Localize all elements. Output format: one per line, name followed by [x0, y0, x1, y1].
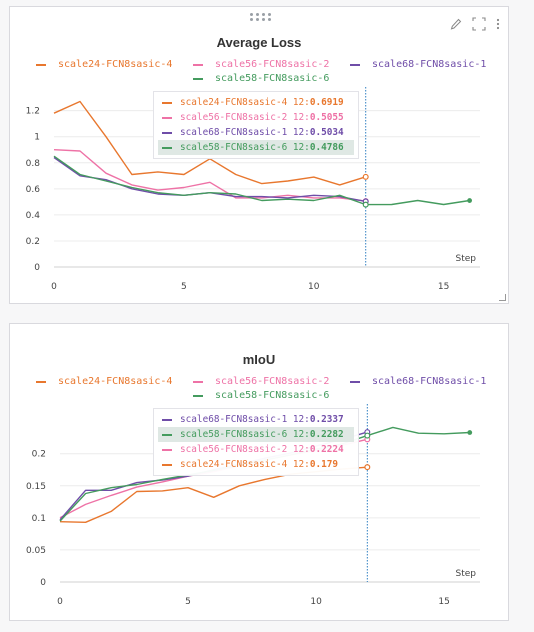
- tooltip-swatch: [162, 132, 172, 134]
- tooltip-swatch: [162, 419, 172, 421]
- tooltip-swatch: [162, 102, 172, 104]
- tooltip-row: scale58-FCN8sasic-6 12: 0.4786: [158, 140, 354, 155]
- tooltip-swatch: [162, 449, 172, 451]
- hover-point: [365, 465, 370, 470]
- y-tick-label: 0.4: [26, 211, 41, 221]
- tooltip-row: scale24-FCN8sasic-4 12: 0.6919: [158, 95, 354, 110]
- tooltip-value: 0.2224: [310, 444, 344, 455]
- end-point: [467, 430, 472, 435]
- tooltip-swatch: [162, 434, 172, 436]
- y-tick-label: 0.8: [26, 159, 41, 169]
- y-tick-label: 0: [34, 263, 40, 273]
- x-tick-label: 0: [51, 282, 57, 292]
- tooltip-series-name: scale56-FCN8sasic-2 12:: [180, 112, 310, 123]
- y-tick-label: 1: [34, 133, 40, 143]
- y-tick-label: 0: [40, 578, 46, 588]
- tooltip-series-name: scale68-FCN8sasic-1 12:: [180, 127, 310, 138]
- x-tick-label: 0: [57, 597, 63, 607]
- tooltip-value: 0.5034: [310, 127, 344, 138]
- chart-panel-miou: mIoU scale24-FCN8sasic-4 scale56-FCN8sas…: [9, 323, 509, 621]
- x-axis-title: Step: [456, 569, 477, 579]
- chart-panel-average-loss: Average Loss scale24-FCN8sasic-4 scale56…: [9, 6, 509, 304]
- y-tick-label: 0.2: [26, 237, 40, 247]
- x-tick-label: 10: [310, 597, 322, 607]
- tooltip-row: scale68-FCN8sasic-1 12: 0.5034: [158, 125, 354, 140]
- hover-point: [365, 433, 370, 438]
- tooltip-series-name: scale68-FCN8sasic-1 12:: [180, 414, 310, 425]
- tooltip-series-name: scale58-FCN8sasic-6 12:: [180, 429, 310, 440]
- tooltip-row: scale68-FCN8sasic-1 12: 0.2337: [158, 412, 354, 427]
- tooltip-swatch: [162, 147, 172, 149]
- tooltip-series-name: scale24-FCN8sasic-4 12:: [180, 459, 310, 470]
- x-tick-label: 15: [438, 597, 449, 607]
- tooltip-series-name: scale56-FCN8sasic-2 12:: [180, 444, 310, 455]
- tooltip-value: 0.4786: [310, 142, 344, 153]
- hover-point: [363, 174, 368, 179]
- x-tick-label: 5: [181, 282, 187, 292]
- tooltip-swatch: [162, 464, 172, 466]
- y-tick-label: 0.15: [26, 482, 46, 492]
- x-tick-label: 5: [185, 597, 191, 607]
- hover-point: [363, 202, 368, 207]
- end-point: [467, 198, 472, 203]
- tooltip-value: 0.179: [310, 459, 338, 470]
- resize-handle-icon[interactable]: [499, 294, 506, 301]
- y-tick-label: 0.05: [26, 546, 46, 556]
- tooltip-series-name: scale24-FCN8sasic-4 12:: [180, 97, 310, 108]
- tooltip-value: 0.5055: [310, 112, 344, 123]
- x-tick-label: 15: [438, 282, 449, 292]
- tooltip-value: 0.6919: [310, 97, 344, 108]
- tooltip-value: 0.2337: [310, 414, 344, 425]
- tooltip-row: scale58-FCN8sasic-6 12: 0.2282: [158, 427, 354, 442]
- tooltip-value: 0.2282: [310, 429, 344, 440]
- x-axis-title: Step: [456, 254, 477, 264]
- tooltip-row: scale24-FCN8sasic-4 12: 0.179: [158, 457, 354, 472]
- tooltip-series-name: scale58-FCN8sasic-6 12:: [180, 142, 310, 153]
- y-tick-label: 0.2: [32, 450, 46, 460]
- tooltip-row: scale56-FCN8sasic-2 12: 0.2224: [158, 442, 354, 457]
- x-tick-label: 10: [308, 282, 320, 292]
- y-tick-label: 1.2: [26, 107, 40, 117]
- tooltip-swatch: [162, 117, 172, 119]
- y-tick-label: 0.1: [32, 514, 46, 524]
- hover-tooltip: scale24-FCN8sasic-4 12: 0.6919 scale56-FC…: [153, 91, 359, 159]
- hover-tooltip: scale68-FCN8sasic-1 12: 0.2337 scale58-FC…: [153, 408, 359, 476]
- tooltip-row: scale56-FCN8sasic-2 12: 0.5055: [158, 110, 354, 125]
- y-tick-label: 0.6: [26, 185, 41, 195]
